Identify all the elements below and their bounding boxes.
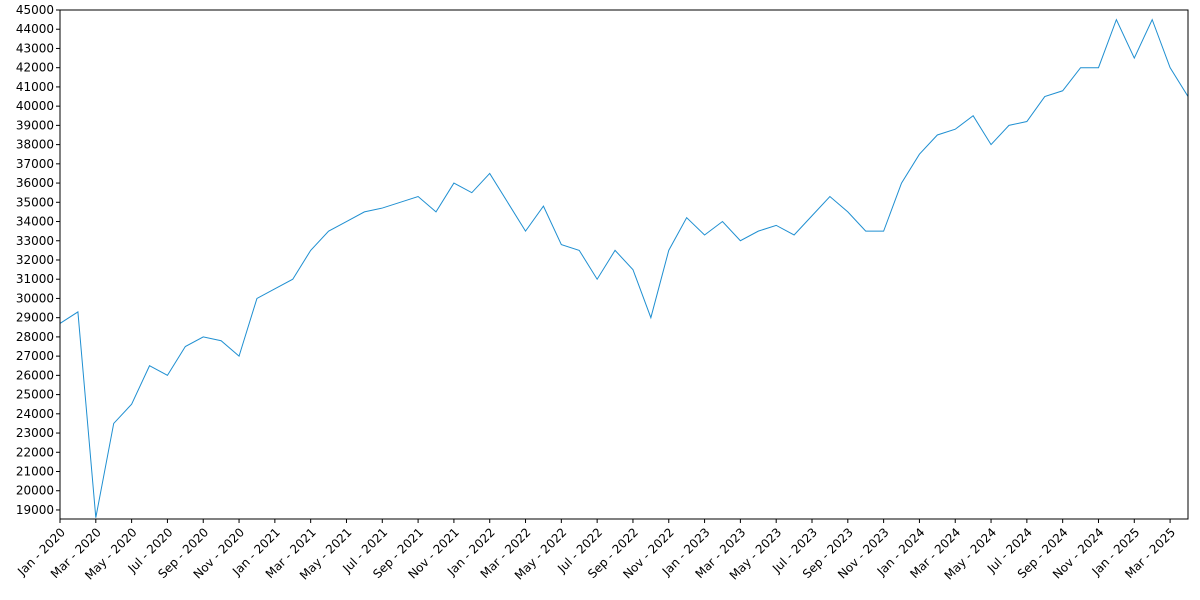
y-tick-label: 44000 bbox=[16, 22, 54, 36]
y-tick-label: 36000 bbox=[16, 176, 54, 190]
plot-frame bbox=[59, 9, 1189, 520]
y-tick-label: 31000 bbox=[16, 272, 54, 286]
y-tick-label: 23000 bbox=[16, 426, 54, 440]
y-tick-label: 40000 bbox=[16, 99, 54, 113]
y-tick-label: 30000 bbox=[16, 291, 54, 305]
y-tick-label: 25000 bbox=[16, 388, 54, 402]
y-tick-label: 37000 bbox=[16, 157, 54, 171]
y-tick-label: 21000 bbox=[16, 465, 54, 479]
y-tick-label: 28000 bbox=[16, 330, 54, 344]
y-tick-label: 22000 bbox=[16, 445, 54, 459]
y-tick-label: 45000 bbox=[16, 3, 54, 17]
y-tick-label: 19000 bbox=[16, 503, 54, 517]
y-tick-label: 27000 bbox=[16, 349, 54, 363]
y-tick-label: 34000 bbox=[16, 215, 54, 229]
y-tick-label: 24000 bbox=[16, 407, 54, 421]
y-tick-label: 43000 bbox=[16, 41, 54, 55]
y-tick-label: 38000 bbox=[16, 138, 54, 152]
y-tick-label: 20000 bbox=[16, 484, 54, 498]
y-tick-label: 35000 bbox=[16, 195, 54, 209]
y-tick-label: 39000 bbox=[16, 118, 54, 132]
y-tick-label: 26000 bbox=[16, 368, 54, 382]
y-tick-label: 41000 bbox=[16, 80, 54, 94]
y-tick-label: 42000 bbox=[16, 61, 54, 75]
y-tick-label: 29000 bbox=[16, 311, 54, 325]
y-tick-label: 33000 bbox=[16, 234, 54, 248]
line bbox=[59, 18, 1189, 518]
y-tick-label: 32000 bbox=[16, 253, 54, 267]
